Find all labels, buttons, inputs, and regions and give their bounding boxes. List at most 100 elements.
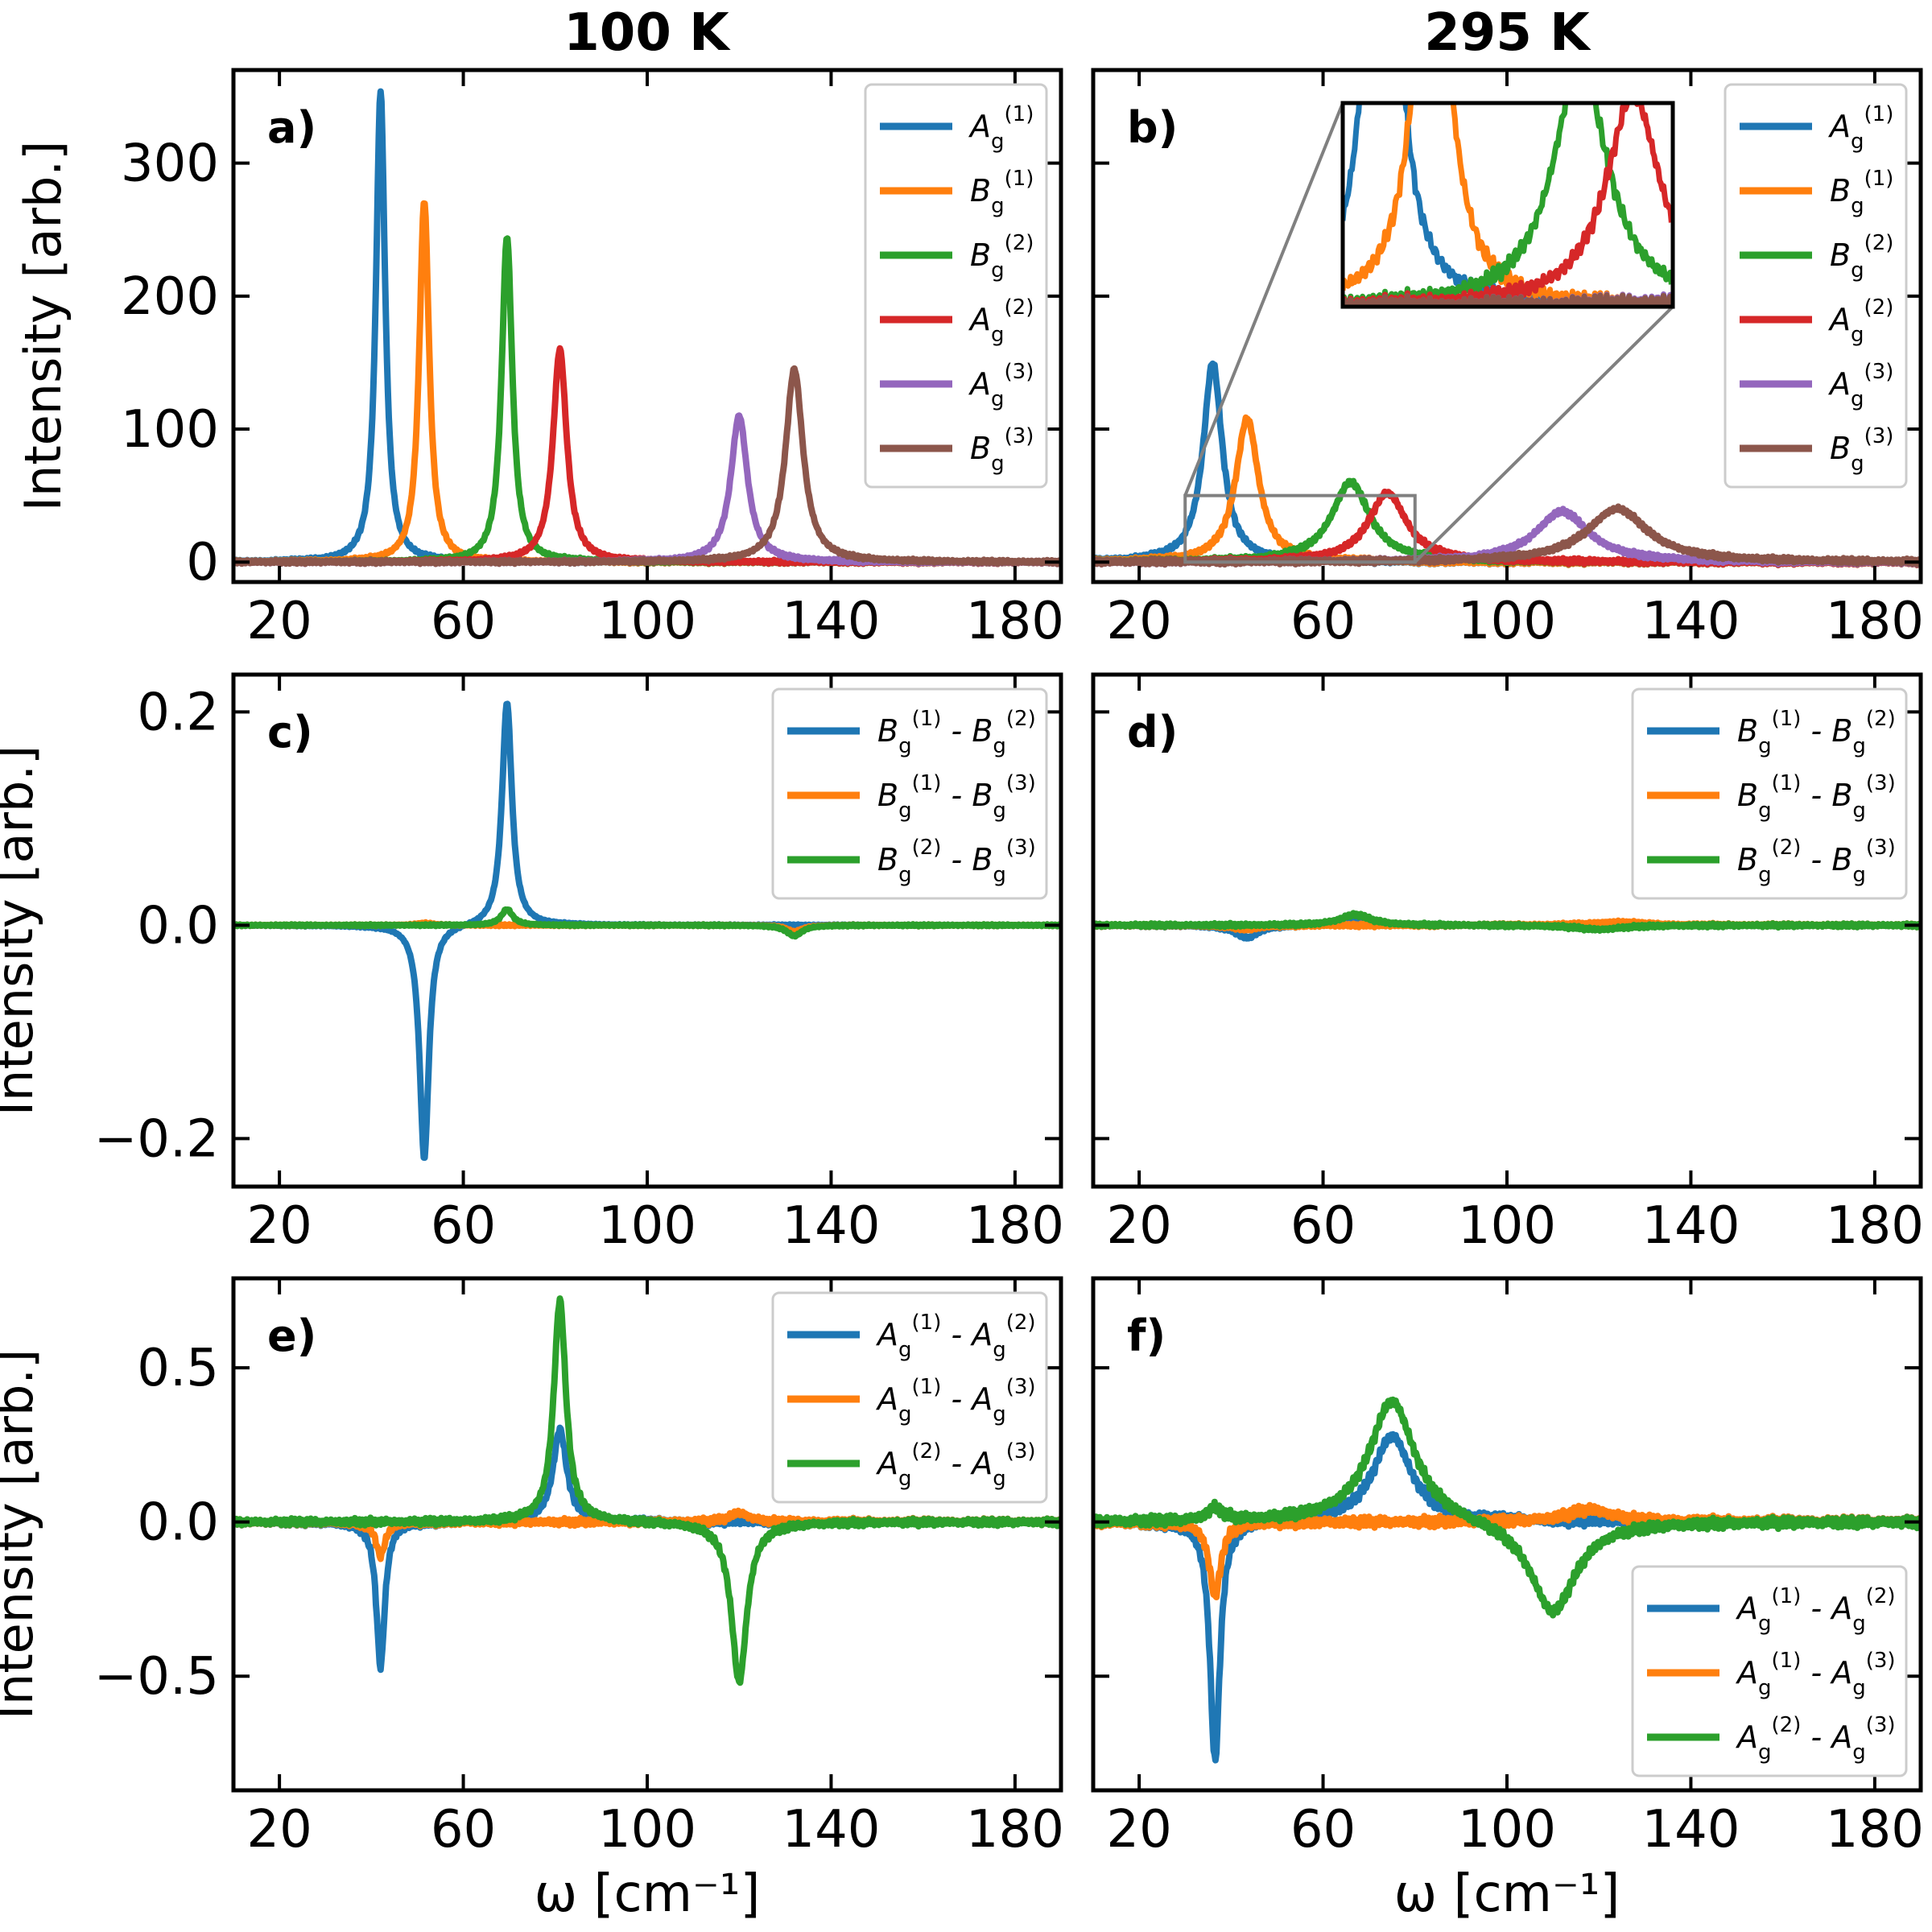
series-line-e-2 — [233, 1295, 1061, 1686]
zoom-connector — [1183, 102, 1344, 497]
y-tick-label: 0.5 — [137, 1339, 219, 1398]
x-tick-label: 180 — [966, 1800, 1064, 1860]
legend-label: Ag(2) — [1827, 295, 1893, 347]
legend: Ag(1) - Ag(2) Ag(1) - Ag(3) Ag(2) - Ag(3) — [771, 1291, 1048, 1504]
legend-label: Ag(2) - Ag(3) — [875, 1439, 1036, 1491]
x-tick-label: 180 — [1826, 592, 1924, 651]
series-group — [233, 88, 1061, 568]
x-tick-label: 100 — [1458, 1196, 1556, 1256]
y-tick-label: 100 — [121, 400, 219, 460]
x-tick-label: 140 — [1641, 1196, 1740, 1256]
legend-label: Bg(2) - Bg(3) — [1737, 836, 1896, 887]
zoom-connector — [1414, 305, 1674, 564]
series-group — [233, 1295, 1061, 1686]
panel-c: 20 60 100 140 180 −0.2 0.0 0.2 Intensity [arb.] c… — [0, 672, 1064, 1256]
legend-label: Ag(2) — [968, 295, 1034, 347]
legend-label: Bg(2) — [970, 231, 1034, 283]
x-tick-label: 100 — [1458, 1800, 1556, 1860]
y-tick-label: −0.2 — [94, 1109, 219, 1169]
x-tick-label: 20 — [1106, 1800, 1171, 1860]
legend-label: Ag(2) - Ag(3) — [1735, 1713, 1896, 1765]
panel-a: 20 60 100 140 180 0 100 200 300 Intensity [arb.] a… — [14, 68, 1064, 651]
panel-label: a) — [267, 102, 316, 153]
y-tick-label: −0.5 — [94, 1647, 219, 1707]
series-group — [233, 700, 1061, 1162]
y-tick-label: 0 — [186, 533, 219, 592]
x-tick-label: 60 — [431, 1800, 496, 1860]
x-tick-label: 180 — [966, 1196, 1064, 1256]
x-tick-label: 20 — [246, 592, 312, 651]
series-group — [1093, 1396, 1921, 1764]
panel-b: 20 60 100 140 180 b) Ag(1) Bg(1) Bg(2) Ag(2) Ag(3)… — [1091, 68, 1924, 651]
legend-label: Bg(2) - Bg(3) — [877, 836, 1036, 887]
panel-label: d) — [1127, 707, 1178, 758]
panel-d: 20 60 100 140 180 d) Bg(1) - Bg(2) Bg(1) - Bg(3… — [1091, 672, 1924, 1256]
series-line-d-2 — [1093, 910, 1921, 934]
y-tick-label: 300 — [121, 134, 219, 194]
legend-box — [771, 1291, 1048, 1504]
x-axis-label: ω [cm⁻¹] — [535, 1864, 761, 1924]
x-tick-label: 20 — [1106, 592, 1171, 651]
legend-label: Bg(1) - Bg(2) — [1737, 707, 1896, 758]
x-tick-label: 100 — [598, 1196, 696, 1256]
x-tick-label: 60 — [1290, 1800, 1356, 1860]
x-tick-label: 180 — [1826, 1800, 1924, 1860]
legend-label: Bg(1) - Bg(3) — [877, 771, 1036, 823]
x-tick-label: 140 — [1641, 592, 1740, 651]
y-tick-label: 0.2 — [137, 683, 219, 742]
legend-label: Ag(3) — [968, 360, 1034, 411]
panel-label: c) — [267, 707, 313, 758]
x-tick-label: 20 — [1106, 1196, 1171, 1256]
y-tick-label: 200 — [121, 267, 219, 327]
x-tick-label: 20 — [246, 1196, 312, 1256]
legend-label: Ag(1) - Ag(2) — [875, 1311, 1036, 1362]
y-axis-label: Intensity [arb.] — [14, 141, 72, 512]
x-tick-label: 60 — [1290, 592, 1356, 651]
x-tick-label: 140 — [1641, 1800, 1740, 1860]
x-tick-label: 140 — [782, 592, 880, 651]
legend-box — [1631, 687, 1908, 900]
y-axis-label: Intensity [arb.] — [0, 1349, 44, 1720]
legend-label: Bg(1) — [1830, 167, 1893, 218]
x-tick-label: 20 — [246, 1800, 312, 1860]
legend: Bg(1) - Bg(2) Bg(1) - Bg(3) Bg(2) - Bg(3) — [771, 687, 1048, 900]
legend-label: Ag(1) - Ag(2) — [1735, 1584, 1896, 1636]
legend-label: Ag(3) — [1827, 360, 1893, 411]
zoom-region — [1183, 493, 1417, 564]
legend-label: Bg(1) - Bg(2) — [877, 707, 1036, 758]
x-tick-label: 180 — [1826, 1196, 1924, 1256]
series-line-a-5 — [233, 365, 1061, 568]
legend-label: Bg(3) — [1830, 424, 1893, 476]
x-tick-label: 100 — [598, 592, 696, 651]
x-tick-label: 180 — [966, 592, 1064, 651]
legend: Ag(1) Bg(1) Bg(2) Ag(2) Ag(3) Bg(3) — [1724, 83, 1908, 489]
legend: Ag(1) - Ag(2) Ag(1) - Ag(3) Ag(2) - Ag(3) — [1631, 1565, 1908, 1777]
legend: Bg(1) - Bg(2) Bg(1) - Bg(3) Bg(2) - Bg(3) — [1631, 687, 1908, 900]
inset-series-line-5 — [1343, 292, 1673, 307]
legend-label: Bg(1) - Bg(3) — [1737, 771, 1896, 823]
y-tick-label: 0.0 — [137, 1493, 219, 1553]
legend-label: Ag(1) — [968, 102, 1034, 154]
x-tick-label: 100 — [598, 1800, 696, 1860]
x-tick-label: 100 — [1458, 592, 1556, 651]
panel-label: b) — [1127, 102, 1178, 153]
legend-label: Bg(1) — [970, 167, 1034, 218]
legend-box — [771, 687, 1048, 900]
series-line-f-2 — [1093, 1396, 1921, 1619]
x-axis-label: ω [cm⁻¹] — [1394, 1864, 1620, 1924]
legend-label: Ag(1) - Ag(3) — [1735, 1649, 1896, 1700]
panel-label: f) — [1127, 1311, 1166, 1361]
y-axis-label: Intensity [arb.] — [0, 745, 44, 1117]
column-title-100k: 100 K — [564, 3, 731, 63]
legend-label: Bg(3) — [970, 424, 1034, 476]
x-tick-label: 60 — [1290, 1196, 1356, 1256]
legend-label: Ag(1) — [1827, 102, 1893, 154]
panel-label: e) — [267, 1311, 316, 1361]
x-tick-label: 60 — [431, 1196, 496, 1256]
series-group — [1093, 910, 1921, 942]
x-tick-label: 140 — [782, 1196, 880, 1256]
legend-label: Bg(2) — [1830, 231, 1893, 283]
